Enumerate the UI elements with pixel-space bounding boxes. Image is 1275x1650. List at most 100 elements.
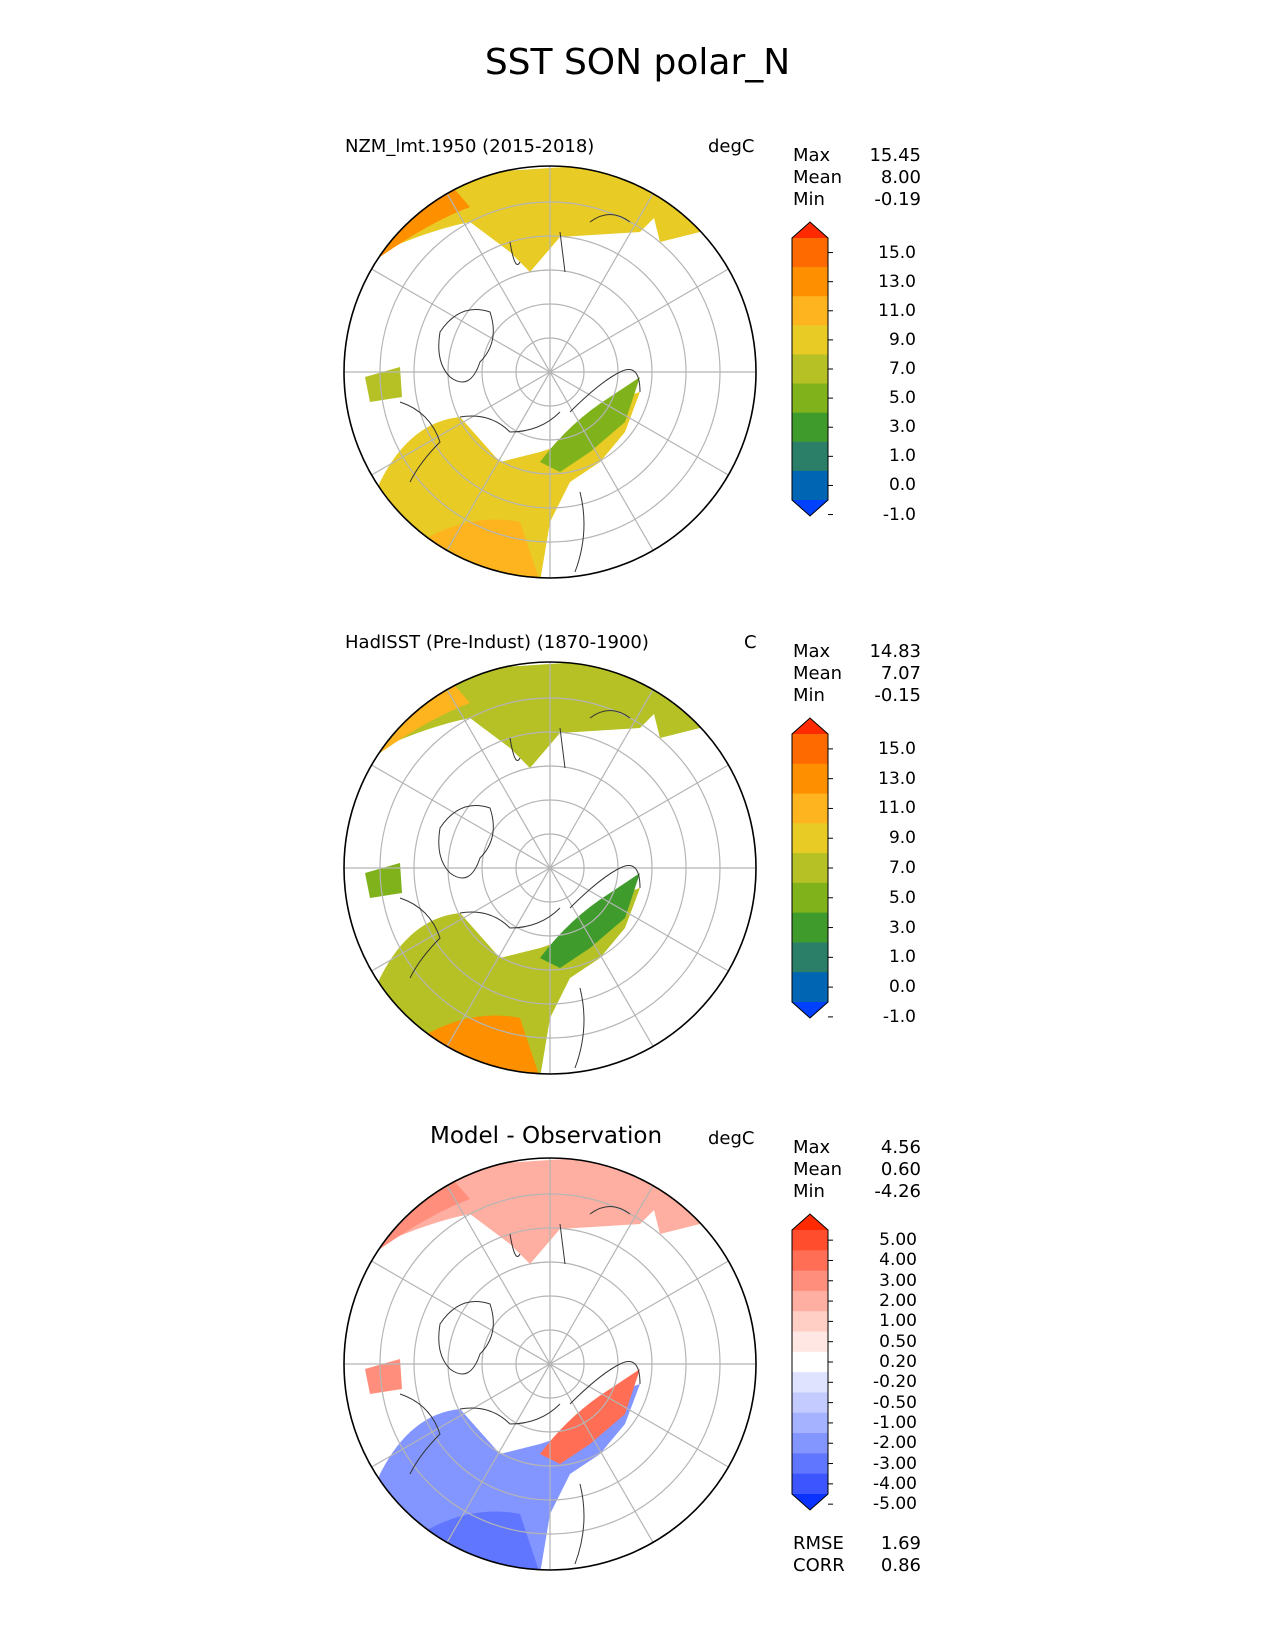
graticule-meridian [371,268,729,476]
colorbar-segment [792,1331,828,1353]
ocean-region-east [540,377,640,472]
colorbar-tick-label: 0.20 [879,1352,917,1372]
panel1-polar-map [343,165,757,579]
colorbar-tick-label: -1.00 [873,1412,917,1433]
colorbar-tick-label: 9.0 [888,329,916,350]
colorbar-segment [792,882,828,914]
colorbar-segment [792,912,828,943]
colorbar-tick-label: 3.0 [888,917,916,938]
panel3-colorbar-ticks: 5.00 4.00 3.00 2.00 1.00 0.50 0.20 -0.20 -0.50 -1… [837,1214,917,1515]
colorbar-segment [792,1453,828,1475]
coastline-europe [569,865,641,1069]
colorbar-segment [792,296,828,326]
colorbar-segment [792,942,828,973]
panel1-colorbar [791,221,833,517]
colorbar-segment [792,1351,828,1373]
colorbar-segment [792,734,828,765]
colorbar-segment [792,1270,828,1292]
colorbar-tick-label: 9.0 [888,828,916,849]
colorbar-tick-label: 2.00 [879,1291,917,1312]
coastline-greenland [438,309,494,383]
panel1-stats: Max 15.45 Mean 8.00 Min -0.19 [793,145,921,210]
panel3-polar-map [343,1157,757,1571]
panel2-stats: Max 14.83 Mean 7.07 Min -0.15 [793,641,921,706]
colorbar-tick-label: -4.00 [873,1473,917,1494]
ocean-region-east [540,873,640,968]
colorbar-extend-top [792,718,828,734]
panel1-colorbar-ticks: 15.0 13.0 11.0 9.0 7.0 5.0 3.0 1.0 0.0 -1.0 [846,222,916,523]
coastline-europe [569,369,641,573]
colorbar-segment [792,1230,828,1251]
ocean-region-west [365,367,402,402]
colorbar-tick-label: 0.50 [879,1331,917,1352]
colorbar-segment [792,267,828,297]
colorbar-segment [792,1412,828,1434]
colorbar-tick-label: 11.0 [878,798,916,819]
map-boundary [343,661,757,1075]
colorbar-segment [792,1392,828,1414]
colorbar-tick-label: 11.0 [878,300,916,321]
colorbar-tick-label: 13.0 [878,271,916,292]
panel1-units: degC [708,136,755,157]
colorbar-tick-label: -0.20 [873,1372,917,1393]
colorbar-segment [792,823,828,854]
colorbar-tick-label: 1.0 [888,446,916,467]
colorbar-segment [792,412,828,443]
panel3-center-title: Model - Observation [430,1123,663,1149]
colorbar-tick-label: 3.0 [888,417,916,438]
colorbar-tick-label: 7.0 [888,359,916,379]
panel2-left-title: HadISST (Pre-Indust) (1870-1900) [345,632,649,653]
colorbar-tick-label: 5.0 [888,887,916,908]
colorbar-tick-label: -3.00 [873,1453,917,1474]
colorbar-extend-top [792,222,828,238]
colorbar-tick-label: 5.00 [879,1230,917,1251]
colorbar-tick-label: -1.0 [882,504,916,525]
panel3-colorbar [791,1213,833,1511]
coastline-greenland [438,1301,494,1375]
colorbar-tick-label: 1.00 [879,1311,917,1332]
colorbar-tick-label: -0.50 [873,1392,917,1413]
colorbar-tick-label: 0.0 [888,475,916,496]
colorbar-extend-bottom [792,1494,828,1510]
colorbar-tick-label: 7.0 [888,858,916,878]
colorbar-tick-label: -5.00 [873,1494,917,1515]
colorbar-segment [792,441,828,472]
colorbar-segment [792,1250,828,1272]
colorbar-segment [792,1473,828,1495]
coastline-europe [569,1361,641,1565]
graticule-meridian [371,764,729,972]
panel2-colorbar [791,717,833,1019]
colorbar-segment [792,972,828,1003]
colorbar-tick-label: 5.0 [888,388,916,409]
graticule-meridian [371,1260,729,1468]
colorbar-segment [792,354,828,385]
colorbar-segment [792,470,828,501]
panel2-units: C [744,632,757,653]
colorbar-tick-label: 15.0 [878,738,916,759]
colorbar-segment [792,1311,828,1333]
panel2-colorbar-ticks: 15.0 13.0 11.0 9.0 7.0 5.0 3.0 1.0 0.0 -1.0 [846,718,916,1025]
colorbar-outline [791,1213,829,1511]
colorbar-segment [792,1290,828,1312]
map-boundary [343,1157,757,1571]
colorbar-tick-label: 3.00 [879,1270,917,1291]
coastline-pacific [509,1206,631,1265]
colorbar-segment [792,763,828,795]
colorbar-tick-label: 0.0 [888,977,916,998]
colorbar-segment [792,1433,828,1454]
panel3-units: degC [708,1128,755,1149]
colorbar-segment [792,383,828,414]
colorbar-extend-bottom [792,1002,828,1018]
colorbar-tick-label: 13.0 [878,768,916,789]
colorbar-extend-bottom [792,500,828,516]
colorbar-segment [792,793,828,824]
panel2-polar-map [343,661,757,1075]
map-boundary [343,165,757,579]
colorbar-segment [792,238,828,268]
panel3-extra-stats: RMSE 1.69 CORR 0.86 [793,1533,921,1576]
figure-title: SST SON polar_N [484,42,791,83]
colorbar-tick-label: 4.00 [879,1250,917,1271]
colorbar-tick-label: -1.0 [882,1006,916,1027]
panel3-stats: Max 4.56 Mean 0.60 Min -4.26 [793,1137,921,1202]
coastline-atlantic [399,1393,561,1475]
